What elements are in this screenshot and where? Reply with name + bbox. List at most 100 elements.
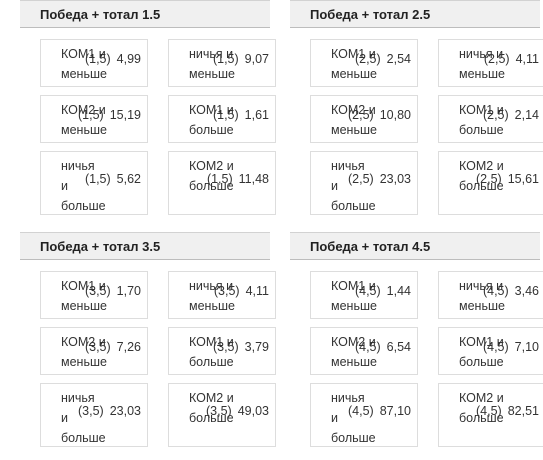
odds-value: 23,03 [109,404,141,418]
odds-grid: КОМ1 и меньше (1,5) 4,99 ничья и меньше (… [40,39,276,215]
total-param: (2,5) [348,172,374,186]
odds-value: 2,54 [386,52,411,66]
odds-cell[interactable]: КОМ1 и больше (4,5) 7,10 [438,327,543,375]
total-param: (4,5) [348,404,374,418]
odds-value: 9,07 [244,52,269,66]
odds-value: 15,19 [109,108,141,122]
total-param: (1,5) [206,172,233,186]
market-title: Победа + тотал 2.5 [290,0,540,28]
odds-cell[interactable]: КОМ2 и меньше (4,5) 6,54 [310,327,418,375]
outcome-label: КОМ1 и больше [459,335,504,369]
outcome-label: КОМ2 и меньше [331,335,377,369]
odds-value: 87,10 [379,404,411,418]
odds-cell[interactable]: КОМ2 и меньше (2,5) 10,80 [310,95,418,143]
outcome-label: ничья и меньше [189,279,235,313]
odds-cell[interactable]: КОМ1 и меньше (3,5) 1,70 [40,271,148,319]
odds-cell[interactable]: ничья и больше (2,5) 23,03 [310,151,418,215]
outcome-label: КОМ2 и меньше [61,335,107,369]
odds-cell[interactable]: КОМ2 и больше (2,5) 15,61 [438,151,543,215]
odds-cell[interactable]: ничья и меньше (1,5) 9,07 [168,39,276,87]
outcome-label: ничья и больше [61,391,106,445]
odds-cell[interactable]: ничья и меньше (4,5) 3,46 [438,271,543,319]
total-param: (1,5) [84,52,111,66]
total-param: (3,5) [212,340,239,354]
odds-value: 5,62 [116,172,141,186]
odds-cell[interactable]: ничья и больше (1,5) 5,62 [40,151,148,215]
odds-value: 7,10 [514,340,539,354]
outcome-label: КОМ1 и меньше [331,279,377,313]
odds-cell[interactable]: ничья и больше (3,5) 23,03 [40,383,148,447]
odds-value: 3,79 [244,340,269,354]
total-param: (3,5) [213,284,240,298]
market-title: Победа + тотал 1.5 [20,0,270,28]
market-group-total-1-5: Победа + тотал 1.5 КОМ1 и меньше (1,5) 4,… [20,0,276,215]
outcome-label: ничья и меньше [189,47,235,81]
odds-cell[interactable]: КОМ1 и больше (3,5) 3,79 [168,327,276,375]
total-param: (3,5) [84,340,111,354]
total-param: (2,5) [348,108,374,122]
outcome-label: КОМ1 и больше [459,103,504,137]
market-title: Победа + тотал 3.5 [20,232,270,260]
market-title: Победа + тотал 4.5 [290,232,540,260]
total-param: (4,5) [482,340,509,354]
odds-value: 4,11 [515,52,539,66]
total-param: (3,5) [84,284,111,298]
total-param: (3,5) [78,404,104,418]
outcome-label: КОМ2 и меньше [61,103,107,137]
total-param: (4,5) [354,340,381,354]
outcome-label: ничья и меньше [459,47,505,81]
odds-cell[interactable]: КОМ1 и меньше (1,5) 4,99 [40,39,148,87]
market-group-total-3-5: Победа + тотал 3.5 КОМ1 и меньше (3,5) 1,… [20,232,276,447]
odds-cell[interactable]: КОМ1 и больше (1,5) 1,61 [168,95,276,143]
odds-value: 82,51 [507,404,539,418]
odds-value: 3,46 [514,284,539,298]
total-param: (1,5) [84,172,111,186]
total-param: (2,5) [483,52,510,66]
total-param: (2,5) [482,108,509,122]
odds-value: 1,44 [386,284,411,298]
total-param: (2,5) [354,52,381,66]
total-param: (1,5) [78,108,104,122]
odds-cell[interactable]: ничья и больше (4,5) 87,10 [310,383,418,447]
odds-value: 4,99 [116,52,141,66]
outcome-label: КОМ1 и меньше [61,279,107,313]
odds-grid: КОМ1 и меньше (3,5) 1,70 ничья и меньше (… [40,271,276,447]
outcome-label: КОМ2 и меньше [331,103,377,137]
odds-grid: КОМ1 и меньше (2,5) 2,54 ничья и меньше (… [310,39,543,215]
odds-value: 2,14 [514,108,539,122]
outcome-label: КОМ1 и больше [189,103,234,137]
outcome-label: КОМ2 и больше [189,391,234,425]
market-group-total-2-5: Победа + тотал 2.5 КОМ1 и меньше (2,5) 2,… [290,0,543,215]
total-param: (3,5) [206,404,232,418]
odds-value: 15,61 [507,172,539,186]
odds-value: 4,11 [245,284,269,298]
odds-cell[interactable]: ничья и меньше (3,5) 4,11 [168,271,276,319]
market-group-total-4-5: Победа + тотал 4.5 КОМ1 и меньше (4,5) 1,… [290,232,543,447]
total-param: (2,5) [476,172,502,186]
outcome-label: ничья и больше [331,391,376,445]
odds-value: 23,03 [379,172,411,186]
odds-value: 11,48 [238,172,269,186]
outcome-label: ничья и меньше [459,279,505,313]
total-param: (4,5) [354,284,381,298]
outcome-label: КОМ1 и меньше [61,47,107,81]
outcome-label: КОМ2 и больше [189,159,234,193]
odds-cell[interactable]: ничья и меньше (2,5) 4,11 [438,39,543,87]
outcome-label: КОМ1 и больше [189,335,234,369]
total-param: (1,5) [212,108,239,122]
odds-cell[interactable]: КОМ2 и меньше (3,5) 7,26 [40,327,148,375]
odds-cell[interactable]: КОМ1 и меньше (2,5) 2,54 [310,39,418,87]
odds-cell[interactable]: КОМ1 и больше (2,5) 2,14 [438,95,543,143]
odds-cell[interactable]: КОМ2 и больше (3,5) 49,03 [168,383,276,447]
total-param: (1,5) [212,52,239,66]
outcome-label: КОМ2 и больше [459,391,504,425]
odds-cell[interactable]: КОМ2 и больше (1,5) 11,48 [168,151,276,215]
odds-cell[interactable]: КОМ1 и меньше (4,5) 1,44 [310,271,418,319]
odds-cell[interactable]: КОМ2 и больше (4,5) 82,51 [438,383,543,447]
odds-grid: КОМ1 и меньше (4,5) 1,44 ничья и меньше (… [310,271,543,447]
odds-cell[interactable]: КОМ2 и меньше (1,5) 15,19 [40,95,148,143]
outcome-label: КОМ1 и меньше [331,47,377,81]
odds-value: 1,70 [116,284,141,298]
odds-value: 49,03 [237,404,269,418]
odds-value: 1,61 [244,108,269,122]
